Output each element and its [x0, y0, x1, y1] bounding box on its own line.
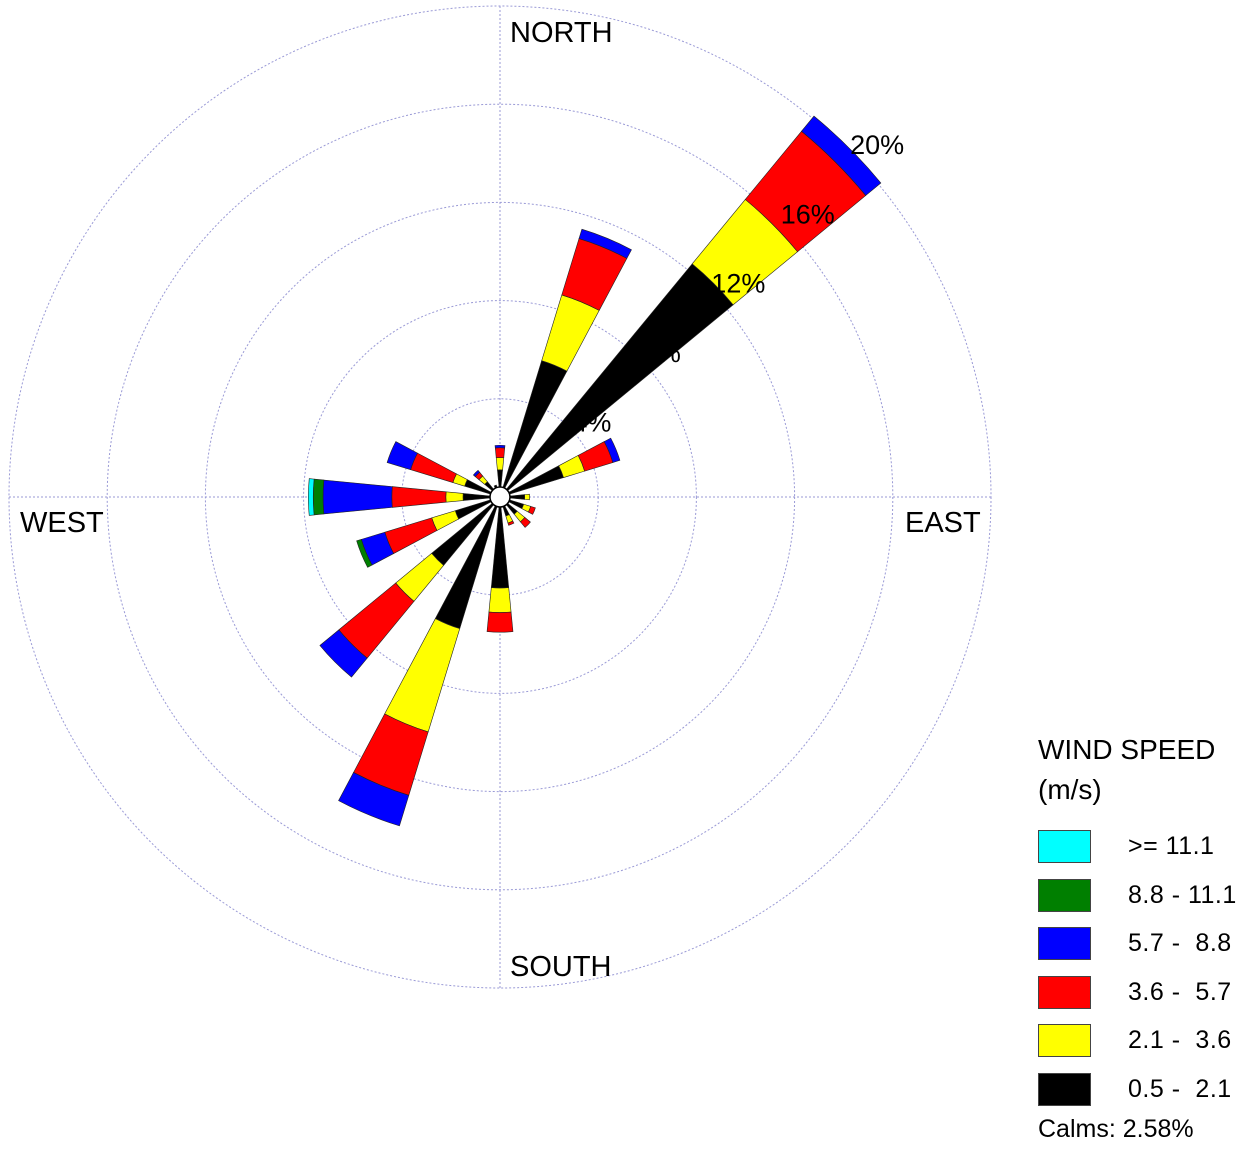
legend-swatch: [1038, 878, 1091, 912]
center-hub: [489, 486, 511, 508]
petal-segment-270deg-bin5: [308, 478, 315, 516]
petal-segment-112.5deg-bin2: [527, 506, 536, 515]
legend: WIND SPEED (m/s) >= 11.1 8.8 - 11.1 5.7 …: [1038, 730, 1250, 1144]
ring-label: 16%: [781, 199, 835, 229]
petal-segment-270deg-bin2: [391, 486, 447, 508]
legend-label: 2.1 - 3.6: [1128, 1026, 1232, 1054]
legend-item-5-7-8-8: 5.7 - 8.8: [1038, 927, 1250, 976]
petal-segment-270deg-bin3: [322, 479, 393, 515]
petal-segment-0deg-bin1: [495, 457, 505, 471]
petal-segment-315deg-bin3: [472, 469, 481, 478]
petal-segment-67.5deg-bin3: [603, 437, 621, 463]
petal-segment-180deg-bin0: [490, 506, 510, 589]
petal-segment-270deg-bin4: [312, 478, 325, 516]
legend-swatch: [1038, 1072, 1091, 1106]
petal-segment-180deg-bin1: [488, 587, 512, 613]
petal-segment-292.5deg-bin3: [386, 441, 418, 471]
grid-ring: [303, 300, 697, 694]
legend-swatch: [1038, 927, 1091, 960]
legend-item-2-1-3-6: 2.1 - 3.6: [1038, 1024, 1250, 1073]
ring-labels: 4% 8% 12% 16% 20%: [572, 130, 904, 438]
petal-segment-270deg-bin0: [462, 493, 491, 501]
ring-label: 8%: [642, 338, 681, 368]
legend-label: 8.8 - 11.1: [1128, 880, 1237, 909]
petal-segment-0deg-bin2: [494, 447, 506, 459]
legend-item-0-5-2-1: 0.5 - 2.1: [1038, 1072, 1250, 1122]
grid-ring: [106, 103, 894, 891]
petal-segment-0deg-bin3: [494, 444, 506, 449]
polar-grid: [8, 5, 992, 989]
petal-segment-225deg-bin3: [319, 629, 368, 678]
ring-label: 4%: [572, 408, 611, 438]
petal-segment-22.5deg-bin3: [578, 228, 632, 259]
legend-label: >= 11.1: [1128, 832, 1215, 860]
legend-item-8-8-11-1: 8.8 - 11.1: [1038, 878, 1250, 928]
compass-south-label: SOUTH: [510, 951, 612, 983]
legend-swatch: [1038, 830, 1091, 863]
petal-segment-270deg-bin1: [445, 491, 464, 503]
petal-segment-202.5deg-bin1: [384, 618, 461, 733]
legend-title: WIND SPEED (m/s): [1038, 730, 1250, 810]
ring-label: 12%: [711, 269, 765, 299]
compass-west-label: WEST: [20, 507, 104, 539]
petal-segment-135deg-bin2: [519, 516, 531, 528]
wind-rose-petals: [308, 115, 882, 827]
petal-segment-157.5deg-bin2: [507, 520, 515, 526]
legend-items: >= 11.1 8.8 - 11.1 5.7 - 8.8 3.6 - 5.7 2…: [1038, 830, 1250, 1121]
petal-segment-90deg-bin1: [524, 493, 530, 501]
legend-label: 3.6 - 5.7: [1128, 977, 1232, 1006]
petal-segment-0deg-bin0: [497, 469, 503, 488]
legend-swatch: [1038, 975, 1091, 1009]
petal-segment-180deg-bin2: [486, 611, 514, 633]
legend-swatch: [1038, 1024, 1091, 1057]
compass-east-label: EAST: [905, 507, 981, 539]
legend-label: 0.5 - 2.1: [1128, 1074, 1232, 1103]
petal-segment-45deg-bin3: [801, 115, 882, 196]
legend-item-3-6-5-7: 3.6 - 5.7: [1038, 975, 1250, 1025]
ring-label: 20%: [850, 130, 904, 160]
legend-title-line1: WIND SPEED: [1038, 734, 1216, 765]
petal-segment-202.5deg-bin3: [338, 772, 410, 827]
legend-label: 5.7 - 8.8: [1128, 929, 1232, 957]
legend-title-line2: (m/s): [1038, 774, 1102, 805]
petal-segment-247.5deg-bin2: [384, 517, 438, 554]
calms-label: Calms: 2.58%: [1038, 1115, 1194, 1143]
petal-segment-292.5deg-bin2: [410, 452, 457, 483]
compass-north-label: NORTH: [510, 17, 613, 49]
petal-segment-90deg-bin0: [509, 494, 526, 500]
legend-item-11-1-plus: >= 11.1: [1038, 830, 1250, 879]
petal-segment-247.5deg-bin4: [356, 539, 373, 568]
